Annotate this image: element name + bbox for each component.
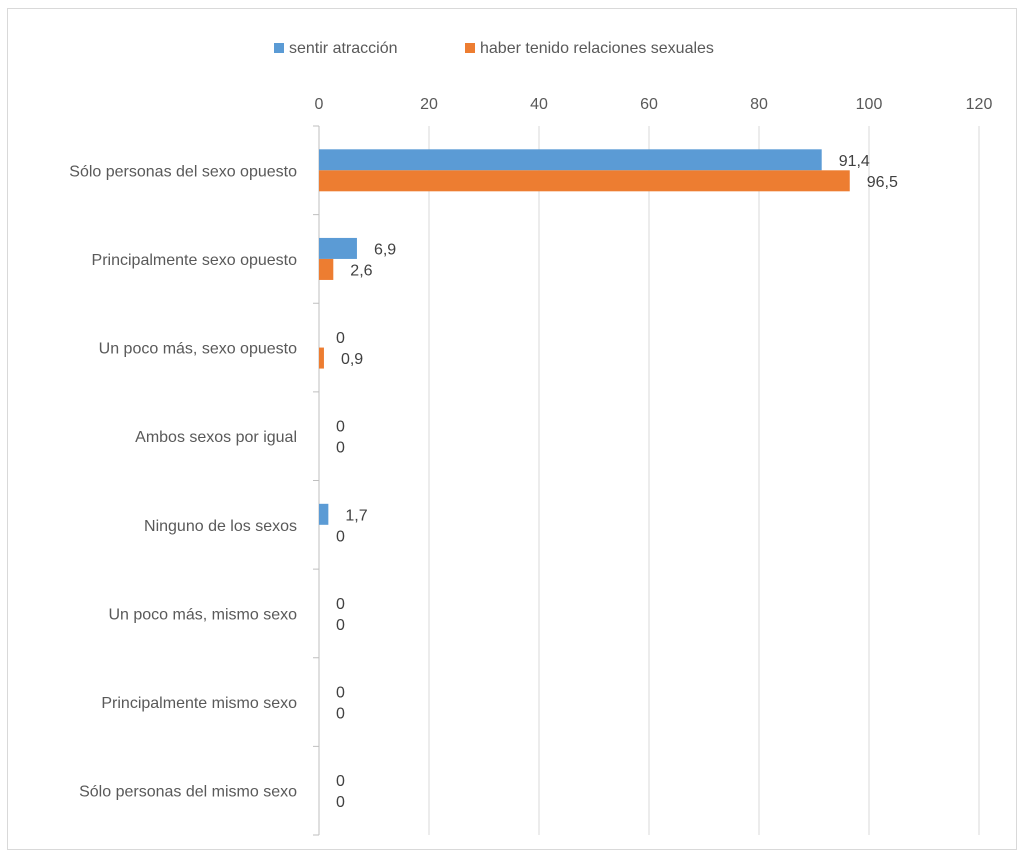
data-label: 0 (336, 419, 345, 436)
data-label: 1,7 (345, 507, 367, 524)
data-label: 0 (336, 596, 345, 613)
data-label: 0 (336, 706, 345, 723)
data-label: 6,9 (374, 241, 396, 258)
gridlines (428, 126, 980, 835)
x-tick-label: 20 (420, 96, 438, 113)
data-label: 2,6 (350, 262, 372, 279)
bar (319, 237, 357, 259)
chart-frame: sentir atracción haber tenido relaciones … (7, 8, 1017, 850)
x-tick-label: 100 (856, 96, 883, 113)
legend: sentir atracción haber tenido relaciones … (274, 40, 714, 57)
data-label: 96,5 (867, 174, 898, 191)
bar (319, 149, 822, 171)
legend-swatch (274, 43, 284, 53)
legend-item: haber tenido relaciones sexuales (465, 40, 714, 57)
data-label: 0 (336, 685, 345, 702)
category-label: Sólo personas del sexo opuesto (69, 163, 297, 180)
bar (319, 347, 324, 369)
data-label: 0 (336, 617, 345, 634)
x-tick-label: 0 (315, 96, 324, 113)
bars (319, 149, 850, 525)
bar-chart: sentir atracción haber tenido relaciones … (69, 40, 993, 836)
data-label: 0 (336, 528, 345, 545)
data-label: 0,9 (341, 351, 363, 368)
bar (319, 170, 850, 192)
x-axis-ticks: 0 20 40 60 80 100 120 (315, 96, 993, 113)
data-label: 0 (336, 794, 345, 811)
x-tick-label: 40 (530, 96, 548, 113)
legend-label: haber tenido relaciones sexuales (480, 40, 714, 57)
data-label: 0 (336, 440, 345, 457)
y-axis: Sólo personas del sexo opuesto Principalm… (69, 125, 320, 836)
category-label: Un poco más, sexo opuesto (99, 341, 297, 358)
category-label: Ambos sexos por igual (135, 429, 297, 446)
x-tick-label: 120 (966, 96, 993, 113)
data-label: 91,4 (839, 153, 870, 170)
data-label: 0 (336, 330, 345, 347)
legend-swatch (465, 43, 475, 53)
x-tick-label: 80 (750, 96, 768, 113)
bar (319, 503, 329, 525)
category-label: Sólo personas del mismo sexo (79, 784, 297, 801)
x-tick-label: 60 (640, 96, 658, 113)
category-label: Principalmente mismo sexo (101, 695, 297, 712)
legend-item: sentir atracción (274, 40, 398, 57)
legend-label: sentir atracción (289, 40, 398, 57)
data-label: 0 (336, 773, 345, 790)
category-label: Ninguno de los sexos (144, 518, 297, 535)
bar (319, 258, 334, 280)
category-label: Principalmente sexo opuesto (92, 252, 298, 269)
category-label: Un poco más, mismo sexo (108, 606, 297, 623)
